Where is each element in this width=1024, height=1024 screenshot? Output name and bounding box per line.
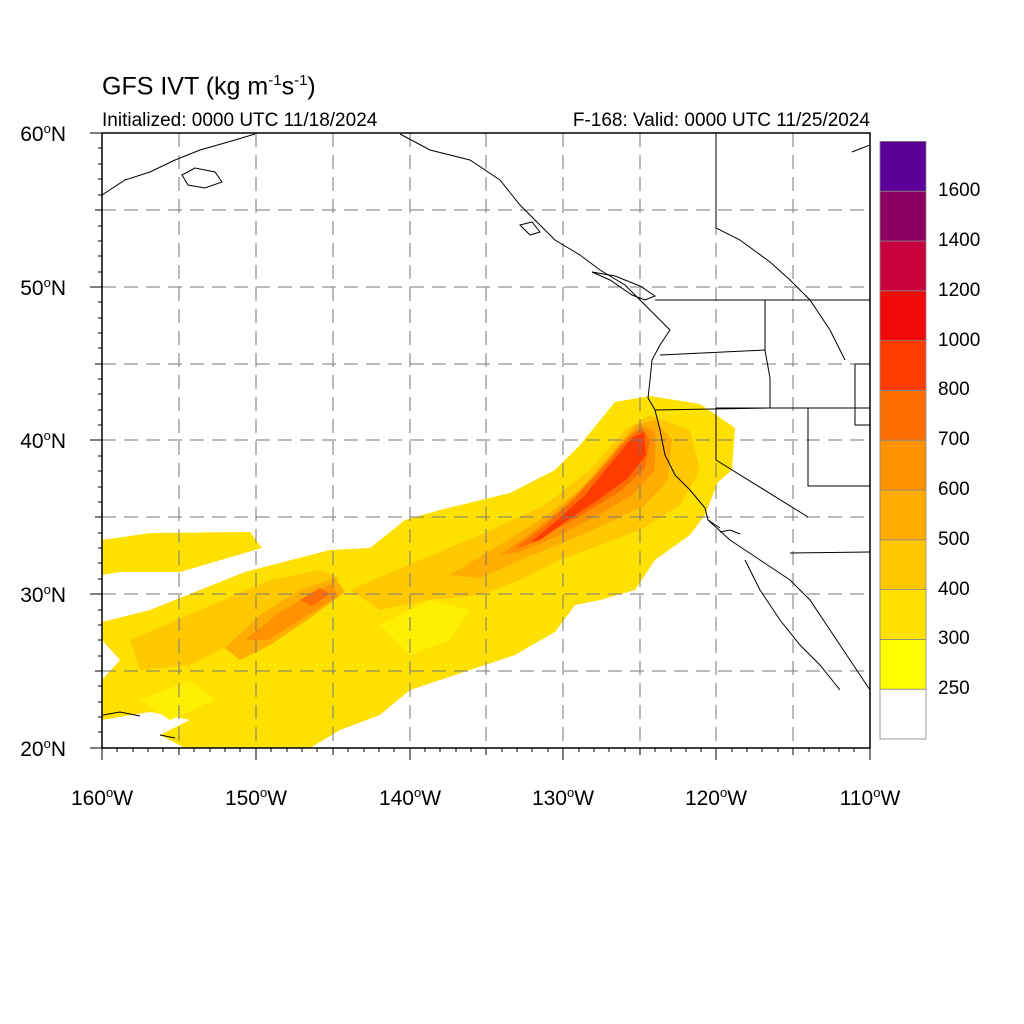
colorbar-swatch: [879, 140, 927, 192]
colorbar-swatch: [879, 439, 927, 491]
colorbar-swatch: [879, 190, 927, 242]
lat-label: 20oN: [20, 736, 66, 761]
ivt-plume-outer: [102, 532, 262, 575]
colorbar-swatch: [879, 589, 927, 640]
colorbar-label: 500: [938, 528, 970, 550]
ivt-core-600: [245, 425, 655, 640]
colorbar-swatch: [879, 489, 927, 541]
colorbar: [879, 140, 927, 740]
map-title: GFS IVT (kg m-1s-1): [102, 72, 316, 101]
colorbar-label: 1200: [938, 279, 981, 301]
coastlines: [102, 133, 870, 739]
lat-label: 50oN: [20, 275, 66, 300]
colorbar-label: 1000: [938, 329, 981, 351]
ivt-core-800: [530, 432, 646, 543]
ivt-shading: [102, 396, 735, 748]
colorbar-label: 400: [938, 578, 970, 600]
lat-lon-grid: [102, 133, 870, 748]
lat-label: 30oN: [20, 582, 66, 607]
colorbar-swatch: [879, 539, 927, 590]
lat-label: 60oN: [20, 121, 66, 146]
colorbar-swatch: [879, 688, 927, 740]
lon-label: 120oW: [684, 785, 748, 810]
ivt-yellow-patch-2: [140, 680, 215, 720]
lon-label: 140oW: [378, 785, 442, 810]
ivt-yellow-patch: [380, 600, 470, 655]
colorbar-swatch: [879, 639, 927, 690]
lon-label: 150oW: [224, 785, 288, 810]
lon-label: 130oW: [531, 785, 595, 810]
colorbar-swatch: [879, 240, 927, 292]
colorbar-label: 250: [938, 678, 970, 700]
init-time-label: Initialized: 0000 UTC 11/18/2024: [102, 110, 378, 131]
colorbar-label: 1400: [938, 230, 981, 251]
lon-label: 160oW: [70, 785, 134, 810]
axis-ticks: [90, 132, 871, 760]
political-borders: [654, 133, 870, 554]
colorbar-label: 600: [938, 479, 970, 500]
lon-label: 110oW: [839, 785, 901, 810]
lat-label: 40oN: [20, 428, 66, 453]
colorbar-swatch: [879, 389, 927, 441]
colorbar-label: 700: [938, 429, 970, 451]
valid-time-label: F-168: Valid: 0000 UTC 11/25/2024: [572, 110, 870, 131]
colorbar-label: 300: [938, 628, 970, 650]
colorbar-swatch: [879, 340, 927, 391]
colorbar-label: 800: [938, 379, 970, 401]
colorbar-label: 1600: [938, 180, 981, 202]
ivt-orange-band: [130, 415, 700, 670]
colorbar-swatch: [879, 290, 927, 341]
